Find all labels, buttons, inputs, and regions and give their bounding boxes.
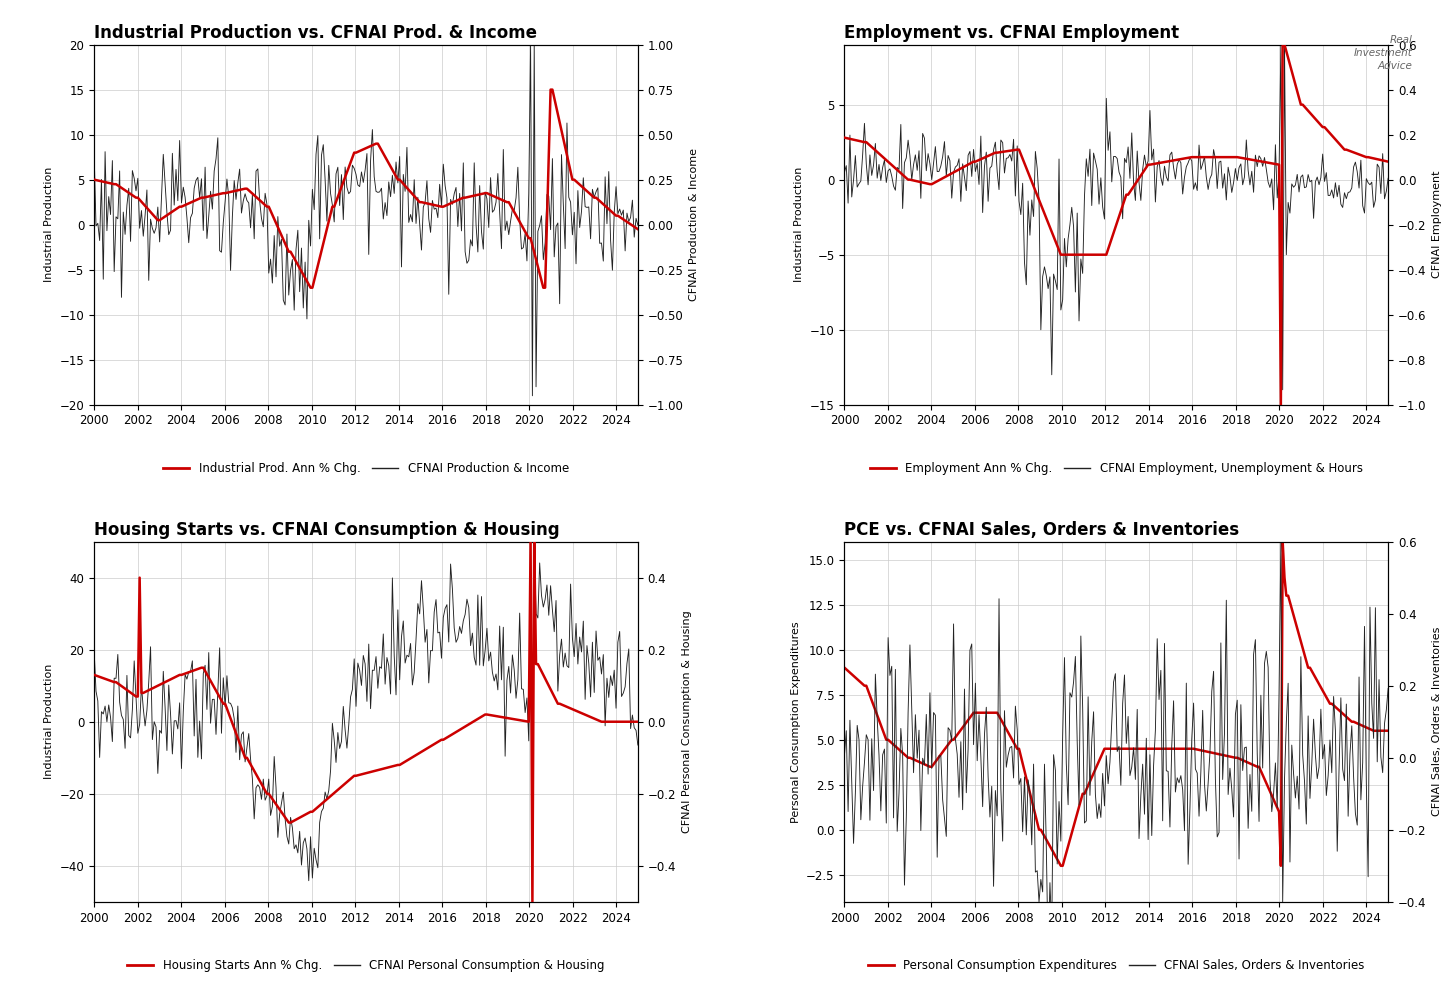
Y-axis label: Industrial Production: Industrial Production <box>43 664 54 779</box>
Y-axis label: CFNAI Sales, Orders & Inventories: CFNAI Sales, Orders & Inventories <box>1432 627 1442 817</box>
Text: Employment vs. CFNAI Employment: Employment vs. CFNAI Employment <box>845 24 1179 42</box>
Text: PCE vs. CFNAI Sales, Orders & Inventories: PCE vs. CFNAI Sales, Orders & Inventorie… <box>845 520 1239 539</box>
Legend: Industrial Prod. Ann % Chg., CFNAI Production & Income: Industrial Prod. Ann % Chg., CFNAI Produ… <box>158 458 574 480</box>
Y-axis label: Industrial Production: Industrial Production <box>794 167 804 282</box>
Y-axis label: CFNAI Employment: CFNAI Employment <box>1432 170 1442 278</box>
Text: Industrial Production vs. CFNAI Prod. & Income: Industrial Production vs. CFNAI Prod. & … <box>94 24 538 42</box>
Text: Housing Starts vs. CFNAI Consumption & Housing: Housing Starts vs. CFNAI Consumption & H… <box>94 520 559 539</box>
Text: Real
Investment
Advice: Real Investment Advice <box>1353 35 1413 71</box>
Legend: Personal Consumption Expenditures, CFNAI Sales, Orders & Inventories: Personal Consumption Expenditures, CFNAI… <box>864 954 1369 977</box>
Legend: Employment Ann % Chg., CFNAI Employment, Unemployment & Hours: Employment Ann % Chg., CFNAI Employment,… <box>865 458 1368 480</box>
Y-axis label: Personal Consumption Expenditures: Personal Consumption Expenditures <box>791 621 801 823</box>
Y-axis label: CFNAI Production & Income: CFNAI Production & Income <box>690 149 698 301</box>
Legend: Housing Starts Ann % Chg., CFNAI Personal Consumption & Housing: Housing Starts Ann % Chg., CFNAI Persona… <box>123 954 610 977</box>
Y-axis label: CFNAI Personal Consumption & Housing: CFNAI Personal Consumption & Housing <box>681 610 691 833</box>
Y-axis label: Industrial Production: Industrial Production <box>43 167 54 282</box>
